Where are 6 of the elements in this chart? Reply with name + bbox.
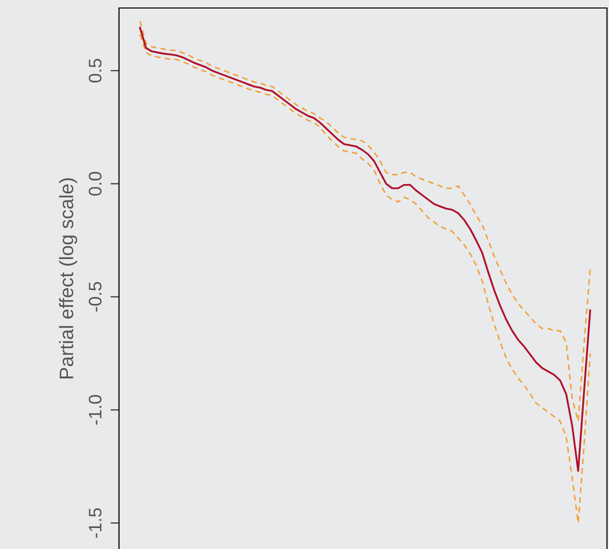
y-tick-label: 0.0 (88, 172, 102, 196)
y-tick-label: -1.5 (88, 508, 102, 538)
y-axis-title: Partial effect (log scale) (59, 178, 78, 378)
y-tick-label: -0.5 (88, 282, 102, 312)
y-tick-label: -1.0 (88, 395, 102, 425)
y-tick-label: 0.5 (88, 58, 102, 82)
